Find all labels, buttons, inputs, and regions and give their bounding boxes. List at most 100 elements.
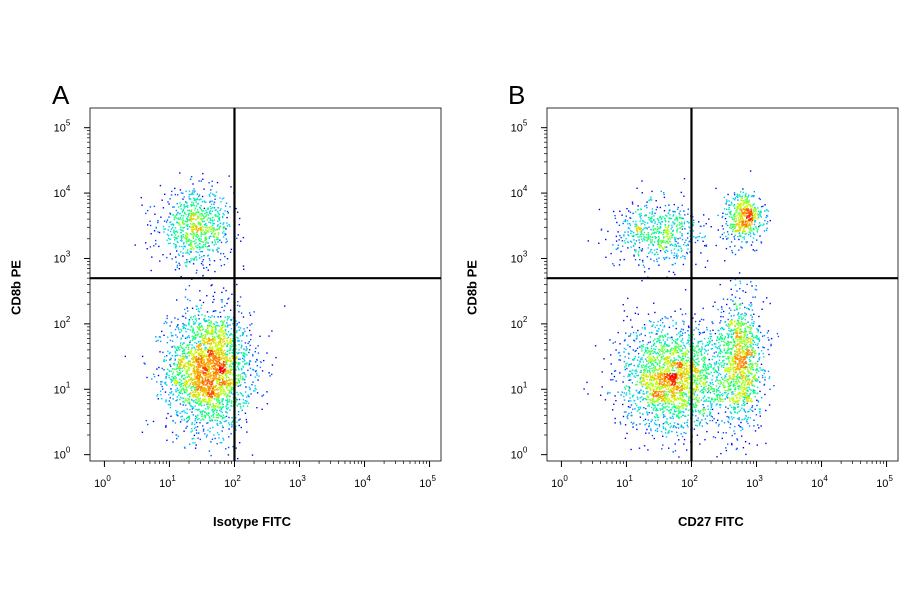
data-point [182,365,185,367]
data-point [204,417,207,419]
data-point [255,370,257,372]
data-point [215,215,217,217]
data-point [216,423,218,425]
data-point [191,204,193,207]
data-point [212,310,215,313]
data-point [660,190,662,193]
data-point [189,198,192,200]
data-point [230,405,233,407]
data-point [210,368,213,370]
data-point [192,232,194,234]
data-point [169,221,172,223]
data-point [250,393,252,395]
data-point [623,235,625,237]
data-point [204,213,206,215]
data-point [220,368,222,370]
data-point [688,326,690,329]
data-point [216,225,219,227]
data-point [726,224,729,227]
data-point [759,325,761,328]
data-point [686,421,688,424]
data-point [212,250,214,252]
data-point [221,392,223,395]
data-point [216,349,218,352]
data-point [189,250,191,253]
data-point [247,402,250,405]
data-point [219,348,221,350]
data-point [183,389,185,391]
data-point [198,324,200,326]
data-point [208,332,210,334]
data-point [200,359,202,361]
data-point [673,425,675,427]
data-point [254,351,256,353]
data-point [207,217,210,219]
data-point [728,204,730,206]
data-point [197,221,200,223]
data-point [707,344,709,346]
data-point [644,424,646,426]
data-point [675,327,677,330]
data-point [195,256,197,258]
data-point [766,223,768,225]
data-point [633,231,635,234]
data-point [202,388,205,390]
data-point [176,387,178,389]
data-point [626,315,628,318]
data-point [667,423,670,426]
data-point [702,307,704,310]
data-point [164,383,167,385]
data-point [224,352,227,354]
data-point [205,242,207,244]
data-point [188,376,190,378]
data-point [214,239,216,241]
data-point [166,355,168,357]
data-point [201,335,203,337]
data-point [210,332,213,334]
data-point [222,381,224,383]
data-point [145,242,147,244]
data-point [672,451,674,453]
data-point [720,373,722,376]
data-point [215,344,218,346]
data-point [697,328,700,331]
data-point [218,387,220,389]
data-point [210,362,213,365]
data-point [169,212,171,214]
data-point [622,381,624,383]
data-point [195,376,197,379]
data-point [249,349,251,351]
data-point [212,426,214,429]
data-point [747,321,749,323]
data-point [603,358,605,360]
data-point [221,291,223,294]
data-point [639,423,641,425]
data-point [223,420,226,423]
data-point [219,393,222,395]
data-point [172,224,175,227]
data-point [209,212,211,214]
data-point [191,347,193,349]
data-point [645,398,647,401]
data-point [715,376,718,378]
data-point [635,389,637,391]
data-point [196,388,198,390]
data-point [200,365,202,367]
data-point [214,364,217,367]
data-point [681,235,683,237]
data-point [185,190,187,193]
data-point [209,346,211,348]
data-point [218,227,221,229]
data-point [758,197,760,200]
data-point [765,229,768,232]
data-point [720,376,723,379]
data-point [650,196,652,198]
data-point [200,333,202,336]
data-point [184,223,186,225]
data-point [686,449,688,451]
data-point [750,235,752,237]
data-point [245,376,247,378]
data-point [194,391,196,394]
data-point [219,371,222,373]
data-point [706,381,708,383]
